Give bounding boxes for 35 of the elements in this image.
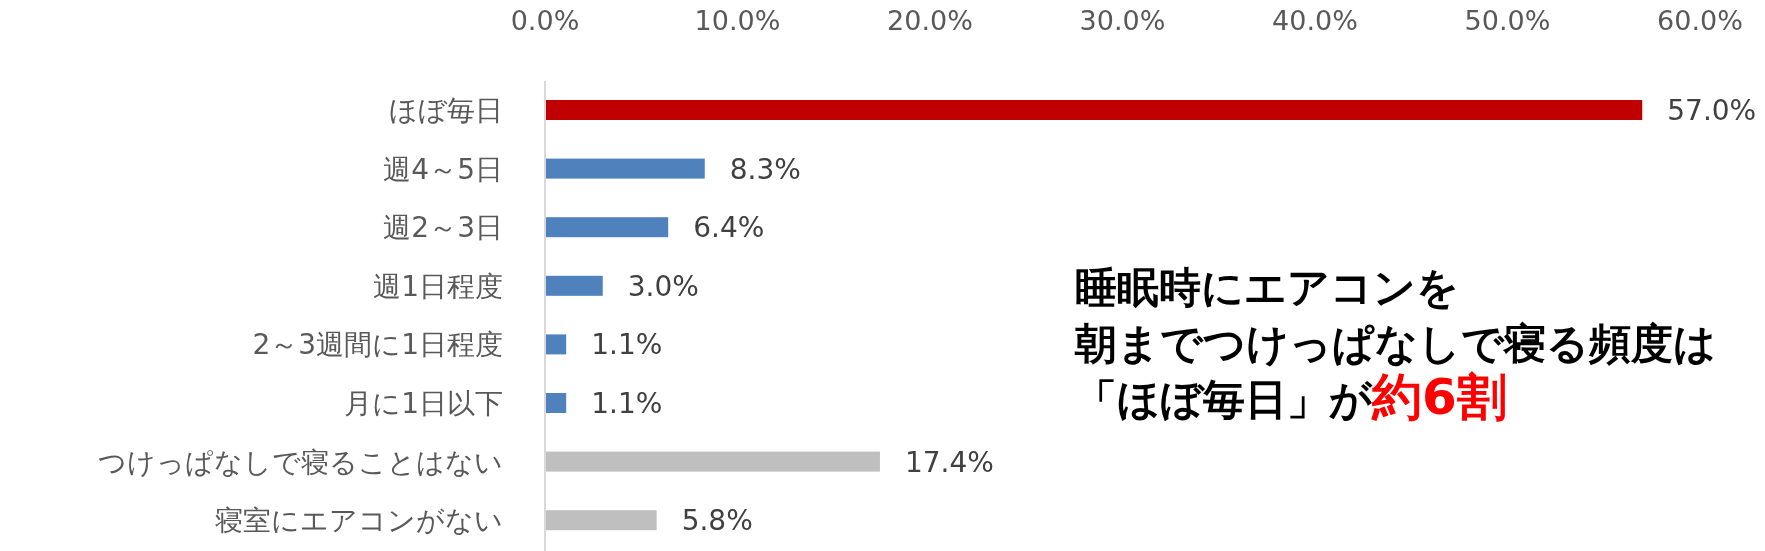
y-tick-label: つけっぱなしで寝ることはない — [98, 445, 503, 479]
bar — [545, 275, 603, 296]
y-tick-label: 週4～5日 — [383, 152, 503, 186]
x-tick-label: 0.0% — [510, 5, 580, 36]
y-tick-label: 2～3週間に1日程度 — [252, 328, 503, 362]
bar — [545, 217, 669, 238]
annotation: 睡眠時にエアコンを — [1075, 263, 1459, 312]
data-label: 3.0% — [627, 269, 699, 303]
bar — [545, 451, 880, 472]
data-label: 8.3% — [729, 152, 801, 186]
x-tick-label: 60.0% — [1657, 5, 1743, 36]
y-tick-label: 寝室にエアコンがない — [215, 504, 503, 538]
bar — [545, 100, 1643, 120]
annotation: 朝までつけっぱなしで寝る頻度は — [1074, 319, 1716, 368]
data-label: 5.8% — [681, 504, 753, 538]
x-tick-label: 30.0% — [1079, 5, 1166, 36]
data-label: 57.0% — [1667, 94, 1757, 127]
annotation: 約6割 — [1371, 368, 1507, 426]
bar — [545, 510, 657, 531]
data-label: 1.1% — [591, 328, 663, 362]
x-tick-label: 20.0% — [887, 5, 973, 36]
data-label: 6.4% — [693, 211, 765, 245]
bar — [545, 158, 705, 179]
bar — [545, 334, 567, 355]
y-tick-label: 週2～3日 — [383, 211, 503, 245]
y-tick-label: ほぼ毎日 — [389, 94, 503, 127]
x-tick-label: 10.0% — [694, 5, 781, 36]
bar — [545, 393, 567, 413]
x-tick-label: 40.0% — [1272, 5, 1358, 36]
data-label: 1.1% — [591, 387, 663, 420]
x-tick-label: 50.0% — [1464, 5, 1551, 36]
annotation: 「ほぼ毎日」が — [1075, 375, 1373, 424]
y-tick-label: 週1日程度 — [373, 269, 503, 303]
y-tick-label: 月に1日以下 — [344, 387, 503, 420]
data-label: 17.4% — [904, 445, 994, 479]
